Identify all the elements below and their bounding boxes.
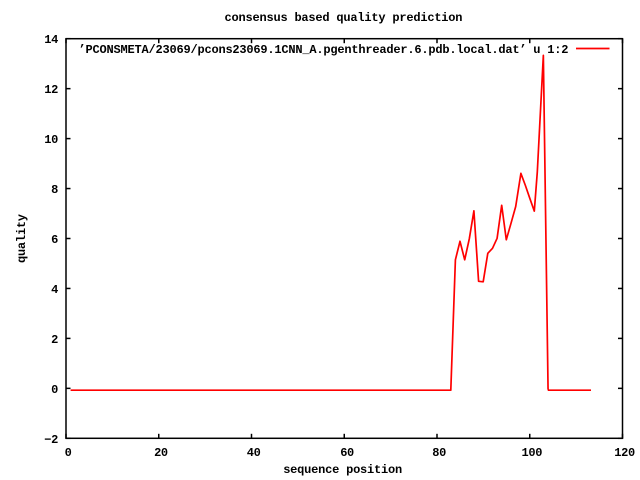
svg-text:6: 6 <box>51 233 58 247</box>
svg-text:sequence position: sequence position <box>283 463 402 477</box>
svg-text:2: 2 <box>51 333 58 347</box>
svg-text:0: 0 <box>65 446 72 460</box>
svg-text:’PCONSMETA/23069/pcons23069.1C: ’PCONSMETA/23069/pcons23069.1CNN_A.pgent… <box>79 43 569 57</box>
svg-text:80: 80 <box>432 446 446 460</box>
svg-text:60: 60 <box>340 446 354 460</box>
svg-text:8: 8 <box>51 183 58 197</box>
svg-text:−2: −2 <box>44 433 58 447</box>
svg-text:4: 4 <box>51 283 58 297</box>
svg-text:14: 14 <box>44 33 58 47</box>
svg-text:40: 40 <box>247 446 261 460</box>
svg-text:0: 0 <box>51 383 58 397</box>
svg-text:10: 10 <box>44 133 58 147</box>
svg-text:20: 20 <box>154 446 168 460</box>
svg-text:120: 120 <box>614 446 635 460</box>
svg-text:consensus based quality predic: consensus based quality prediction <box>225 11 463 25</box>
svg-text:100: 100 <box>522 446 543 460</box>
svg-text:12: 12 <box>44 83 58 97</box>
svg-text:quality: quality <box>15 214 29 263</box>
